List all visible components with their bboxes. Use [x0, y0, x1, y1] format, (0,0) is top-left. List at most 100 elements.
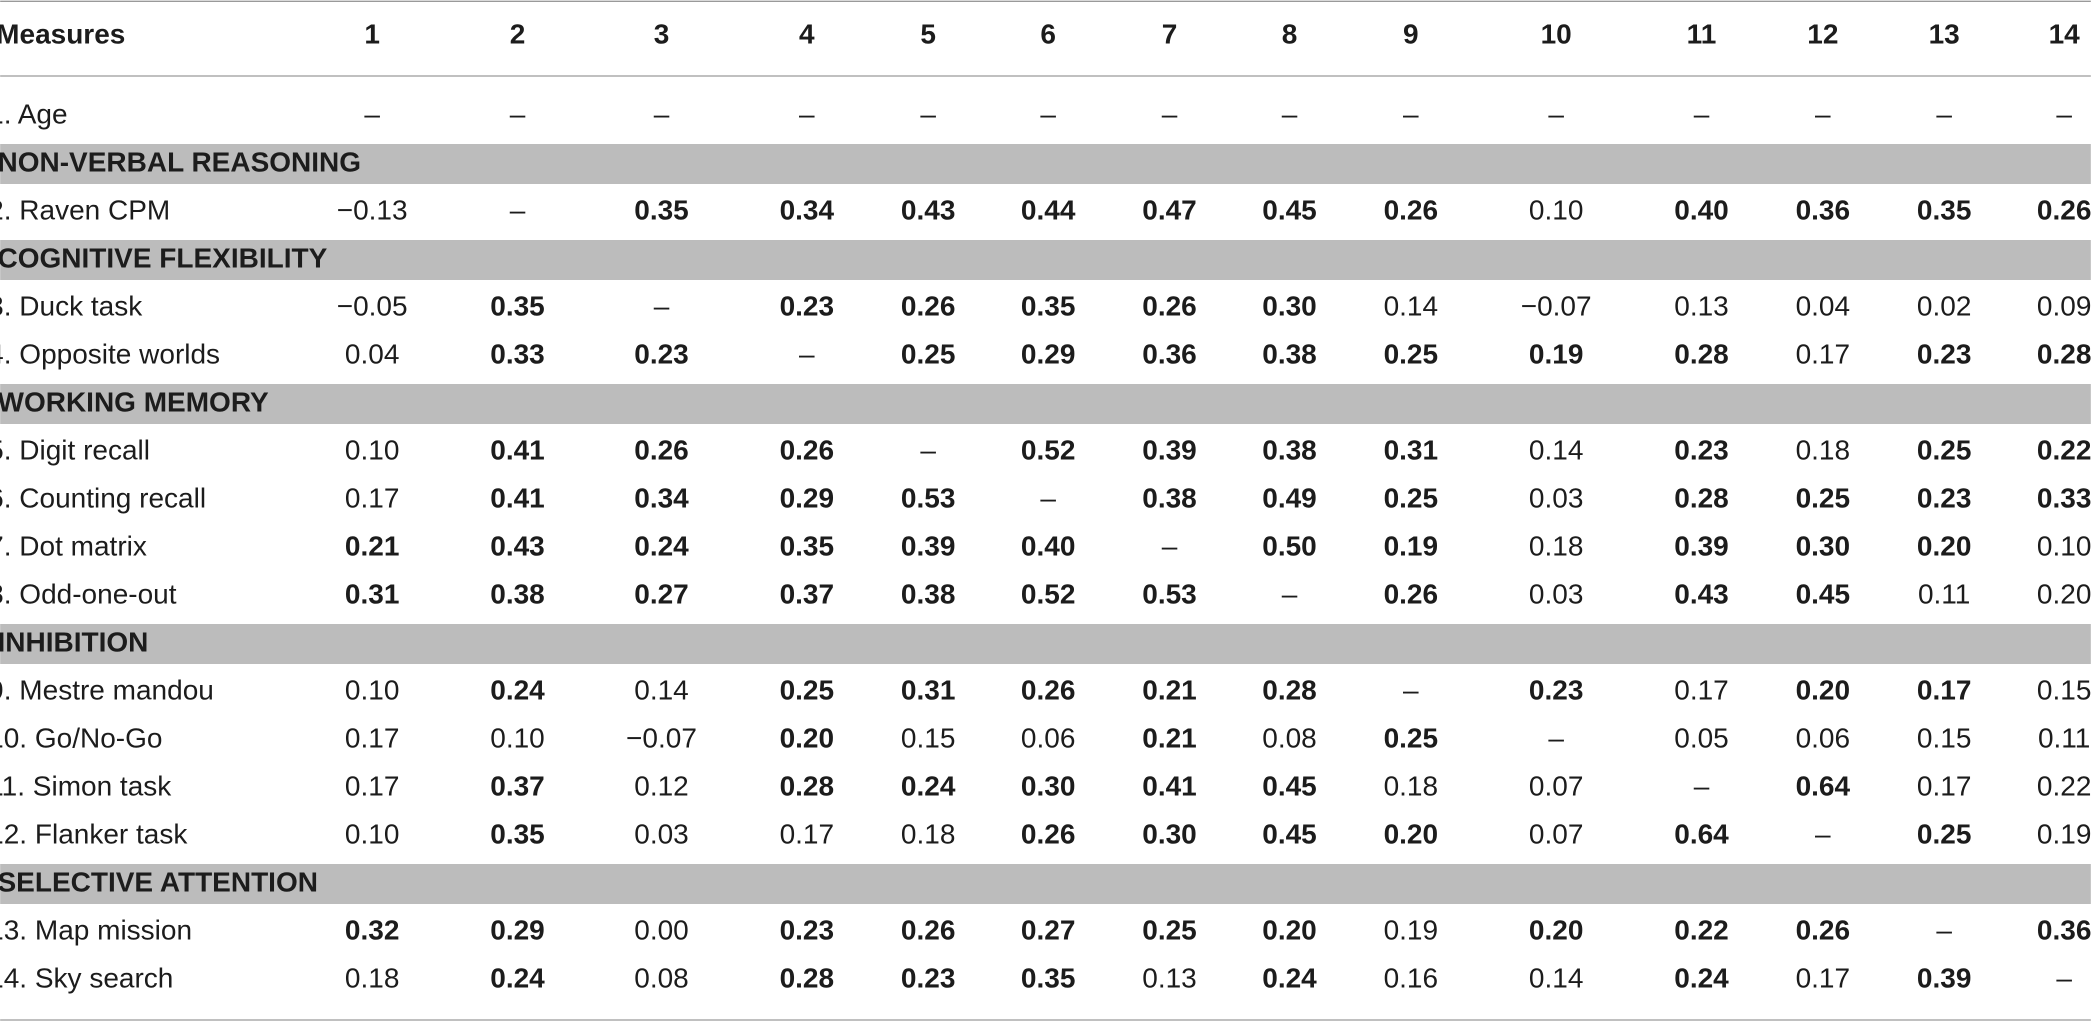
cell: 0.27	[634, 578, 688, 609]
cell: 0.14	[1384, 290, 1439, 321]
cell: 0.34	[780, 194, 835, 225]
cell: 0.27	[1021, 914, 1075, 945]
cell: 0.26	[1142, 290, 1197, 321]
cell: 0.17	[1796, 962, 1851, 993]
cell: 0.35	[634, 194, 688, 225]
cell: 0.17	[1917, 674, 1972, 705]
header-cell: 4	[799, 18, 815, 49]
cell: 0.30	[1021, 770, 1075, 801]
cell: 0.17	[1674, 674, 1729, 705]
cell: –	[799, 338, 815, 369]
header-cell: 14	[2049, 18, 2081, 49]
cell: 0.41	[1142, 770, 1197, 801]
cell: 0.20	[780, 722, 835, 753]
cell: 0.23	[1674, 434, 1729, 465]
cell: 0.43	[901, 194, 956, 225]
section-title: SELECTIVE ATTENTION	[0, 866, 318, 897]
header-cell: 6	[1040, 18, 1056, 49]
row-label: 10. Go/No-Go	[0, 722, 162, 753]
cell: 0.31	[345, 578, 400, 609]
cell: 0.45	[1262, 194, 1317, 225]
cell: 0.35	[1917, 194, 1972, 225]
cell: 0.53	[1142, 578, 1197, 609]
cell: 0.12	[634, 770, 688, 801]
cell: 0.15	[901, 722, 956, 753]
cell: 0.31	[901, 674, 956, 705]
cell: 0.00	[634, 914, 688, 945]
cell: 0.23	[901, 962, 956, 993]
section-title: COGNITIVE FLEXIBILITY	[0, 242, 328, 273]
cell: 0.30	[1262, 290, 1317, 321]
cell: 0.18	[345, 962, 400, 993]
row-label: 11. Simon task	[0, 770, 172, 801]
cell: 0.30	[1796, 530, 1851, 561]
cell: 0.33	[2037, 482, 2091, 513]
row-label: 5. Digit recall	[0, 434, 150, 465]
cell: 0.17	[345, 722, 400, 753]
header-cell: 10	[1541, 18, 1572, 49]
header-cell: 2	[510, 18, 526, 49]
cell: 0.35	[490, 290, 545, 321]
cell: –	[1040, 482, 1056, 513]
cell: 0.20	[1262, 914, 1317, 945]
cell: –	[1815, 818, 1831, 849]
cell: –	[1548, 722, 1564, 753]
cell: 0.17	[1917, 770, 1972, 801]
cell: 0.10	[490, 722, 545, 753]
cell: 0.20	[1384, 818, 1439, 849]
cell: 0.45	[1262, 770, 1317, 801]
cell: 0.25	[1917, 818, 1972, 849]
cell: 0.35	[780, 530, 835, 561]
row-label: 4. Opposite worlds	[0, 338, 220, 369]
cell: 0.28	[1262, 674, 1317, 705]
cell: 0.49	[1262, 482, 1317, 513]
cell: 0.17	[345, 482, 400, 513]
cell: 0.41	[490, 482, 545, 513]
header-cell: 7	[1162, 18, 1178, 49]
cell: 0.14	[1529, 434, 1584, 465]
cell: 0.18	[1384, 770, 1439, 801]
cell: 0.17	[1796, 338, 1851, 369]
cell: 0.23	[1917, 338, 1972, 369]
cell: 0.25	[1917, 434, 1972, 465]
cell: 0.41	[490, 434, 545, 465]
cell: 0.30	[1142, 818, 1197, 849]
cell: 0.35	[490, 818, 545, 849]
cell: −0.05	[337, 290, 408, 321]
cell: 0.25	[1384, 482, 1439, 513]
row-label: 13. Map mission	[0, 914, 192, 945]
cell: 0.21	[1142, 674, 1197, 705]
cell: –	[1548, 98, 1564, 129]
cell: 0.23	[1917, 482, 1972, 513]
cell: 0.35	[1021, 290, 1075, 321]
row-label: 12. Flanker task	[0, 818, 188, 849]
cell: −0.13	[337, 194, 408, 225]
cell: 0.21	[345, 530, 400, 561]
cell: 0.03	[1529, 482, 1584, 513]
section-title: WORKING MEMORY	[0, 386, 269, 417]
cell: 0.24	[1262, 962, 1317, 993]
cell: −0.07	[1521, 290, 1592, 321]
row-label: 8. Odd-one-out	[0, 578, 177, 609]
row-label: 6. Counting recall	[0, 482, 206, 513]
header-cell: 3	[654, 18, 670, 49]
cell: 0.29	[490, 914, 545, 945]
cell: 0.10	[345, 674, 400, 705]
cell: 0.39	[1674, 530, 1729, 561]
cell: 0.25	[1384, 722, 1439, 753]
cell: 0.26	[901, 290, 956, 321]
section-band	[0, 384, 2091, 424]
cell: 0.35	[1021, 962, 1075, 993]
cell: 0.24	[901, 770, 956, 801]
header-cell: 8	[1282, 18, 1298, 49]
header-cell: 12	[1807, 18, 1838, 49]
cell: –	[1936, 914, 1952, 945]
cell: 0.50	[1262, 530, 1317, 561]
row-label: 7. Dot matrix	[0, 530, 147, 561]
cell: –	[920, 98, 936, 129]
cell: –	[510, 194, 526, 225]
cell: 0.38	[1262, 434, 1317, 465]
cell: 0.37	[490, 770, 545, 801]
cell: –	[510, 98, 526, 129]
cell: 0.28	[780, 962, 835, 993]
